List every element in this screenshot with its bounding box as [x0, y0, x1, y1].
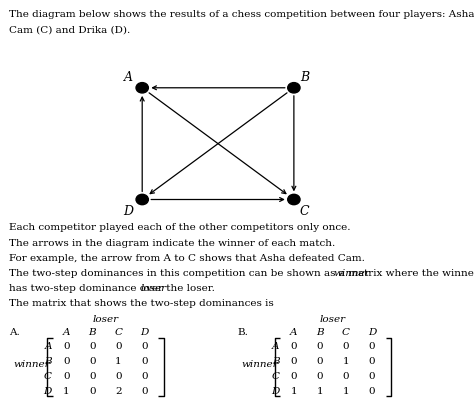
Text: 1: 1: [343, 357, 349, 366]
Text: B: B: [44, 357, 52, 366]
Circle shape: [288, 194, 300, 205]
Text: C: C: [272, 372, 279, 381]
Text: Cam (C) and Drika (D).: Cam (C) and Drika (D).: [9, 25, 131, 34]
Text: 0: 0: [89, 357, 96, 366]
Text: 1: 1: [343, 387, 349, 396]
Text: D: D: [123, 205, 133, 218]
Text: The two-step dominances in this competition can be shown as a matrix where the w: The two-step dominances in this competit…: [9, 269, 474, 278]
Text: 0: 0: [369, 357, 375, 366]
Text: 0: 0: [141, 357, 148, 366]
Text: C: C: [342, 328, 350, 337]
Text: 0: 0: [291, 372, 297, 381]
Text: 0: 0: [343, 372, 349, 381]
Text: 0: 0: [369, 387, 375, 396]
Text: C: C: [300, 205, 309, 218]
Text: C: C: [115, 328, 122, 337]
Text: 0: 0: [141, 342, 148, 351]
Text: loser: loser: [320, 315, 346, 324]
Text: 0: 0: [115, 342, 122, 351]
Text: 0: 0: [291, 342, 297, 351]
Text: A: A: [272, 342, 279, 351]
Text: 1: 1: [317, 387, 323, 396]
Text: The arrows in the diagram indicate the winner of each match.: The arrows in the diagram indicate the w…: [9, 239, 336, 248]
Text: D: D: [271, 387, 279, 396]
Text: 0: 0: [317, 342, 323, 351]
Text: 0: 0: [115, 372, 122, 381]
Text: 0: 0: [63, 357, 70, 366]
Text: winner: winner: [14, 360, 50, 369]
Text: 0: 0: [63, 342, 70, 351]
Text: A: A: [45, 342, 52, 351]
Text: 0: 0: [291, 357, 297, 366]
Text: The diagram below shows the results of a chess competition between four players:: The diagram below shows the results of a…: [9, 10, 474, 19]
Text: 0: 0: [141, 372, 148, 381]
Text: B: B: [272, 357, 279, 366]
Text: B: B: [316, 328, 324, 337]
Text: winner: winner: [333, 269, 370, 278]
Text: has two-step dominance over the loser.: has two-step dominance over the loser.: [9, 284, 215, 293]
Text: 0: 0: [317, 372, 323, 381]
Text: B: B: [89, 328, 96, 337]
Text: 1: 1: [115, 357, 122, 366]
Text: D: D: [368, 328, 376, 337]
Text: 0: 0: [343, 342, 349, 351]
Text: 0: 0: [63, 372, 70, 381]
Text: loser: loser: [92, 315, 118, 324]
Text: winner: winner: [241, 360, 278, 369]
Text: 1: 1: [63, 387, 70, 396]
Text: Each competitor played each of the other competitors only once.: Each competitor played each of the other…: [9, 223, 351, 233]
Text: B.: B.: [237, 328, 248, 337]
Text: 0: 0: [141, 387, 148, 396]
Text: 0: 0: [317, 357, 323, 366]
Text: 0: 0: [89, 372, 96, 381]
Text: D: D: [44, 387, 52, 396]
Text: D: D: [140, 328, 149, 337]
Circle shape: [136, 83, 148, 93]
Text: A: A: [124, 71, 132, 84]
Text: A: A: [290, 328, 298, 337]
Circle shape: [136, 194, 148, 205]
Text: 2: 2: [115, 387, 122, 396]
Text: 0: 0: [369, 342, 375, 351]
Text: 0: 0: [89, 387, 96, 396]
Text: B: B: [300, 71, 309, 84]
Text: The matrix that shows the two-step dominances is: The matrix that shows the two-step domin…: [9, 299, 274, 308]
Text: 0: 0: [89, 342, 96, 351]
Text: For example, the arrow from A to C shows that Asha defeated Cam.: For example, the arrow from A to C shows…: [9, 254, 365, 263]
Text: 1: 1: [291, 387, 297, 396]
Text: 0: 0: [369, 372, 375, 381]
Circle shape: [288, 83, 300, 93]
Text: loser: loser: [141, 284, 167, 293]
Text: A: A: [63, 328, 70, 337]
Text: A.: A.: [9, 328, 20, 337]
Text: C: C: [44, 372, 52, 381]
